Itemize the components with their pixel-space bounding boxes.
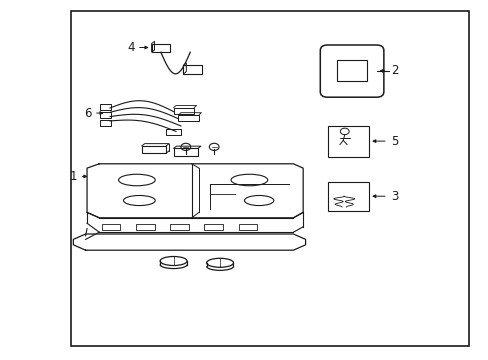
Bar — [183, 65, 202, 74]
Bar — [337, 60, 366, 81]
Text: 6: 6 — [84, 107, 91, 120]
Text: 4: 4 — [127, 41, 134, 54]
Bar — [100, 104, 111, 110]
Bar — [102, 224, 120, 230]
Bar — [100, 120, 111, 126]
Bar — [100, 112, 111, 118]
Text: 2: 2 — [390, 64, 398, 77]
Bar — [173, 108, 194, 114]
Bar — [170, 224, 188, 230]
Bar — [71, 11, 468, 346]
Text: 1: 1 — [70, 170, 77, 183]
Bar — [173, 148, 198, 156]
Text: 3: 3 — [390, 190, 398, 203]
Bar — [166, 129, 181, 135]
Bar — [327, 182, 368, 211]
Bar — [136, 224, 154, 230]
Bar — [178, 115, 199, 121]
Bar — [142, 146, 166, 153]
Bar — [151, 44, 170, 52]
Text: 5: 5 — [390, 135, 398, 148]
Bar — [238, 224, 257, 230]
Bar — [327, 126, 368, 157]
Bar — [204, 224, 223, 230]
